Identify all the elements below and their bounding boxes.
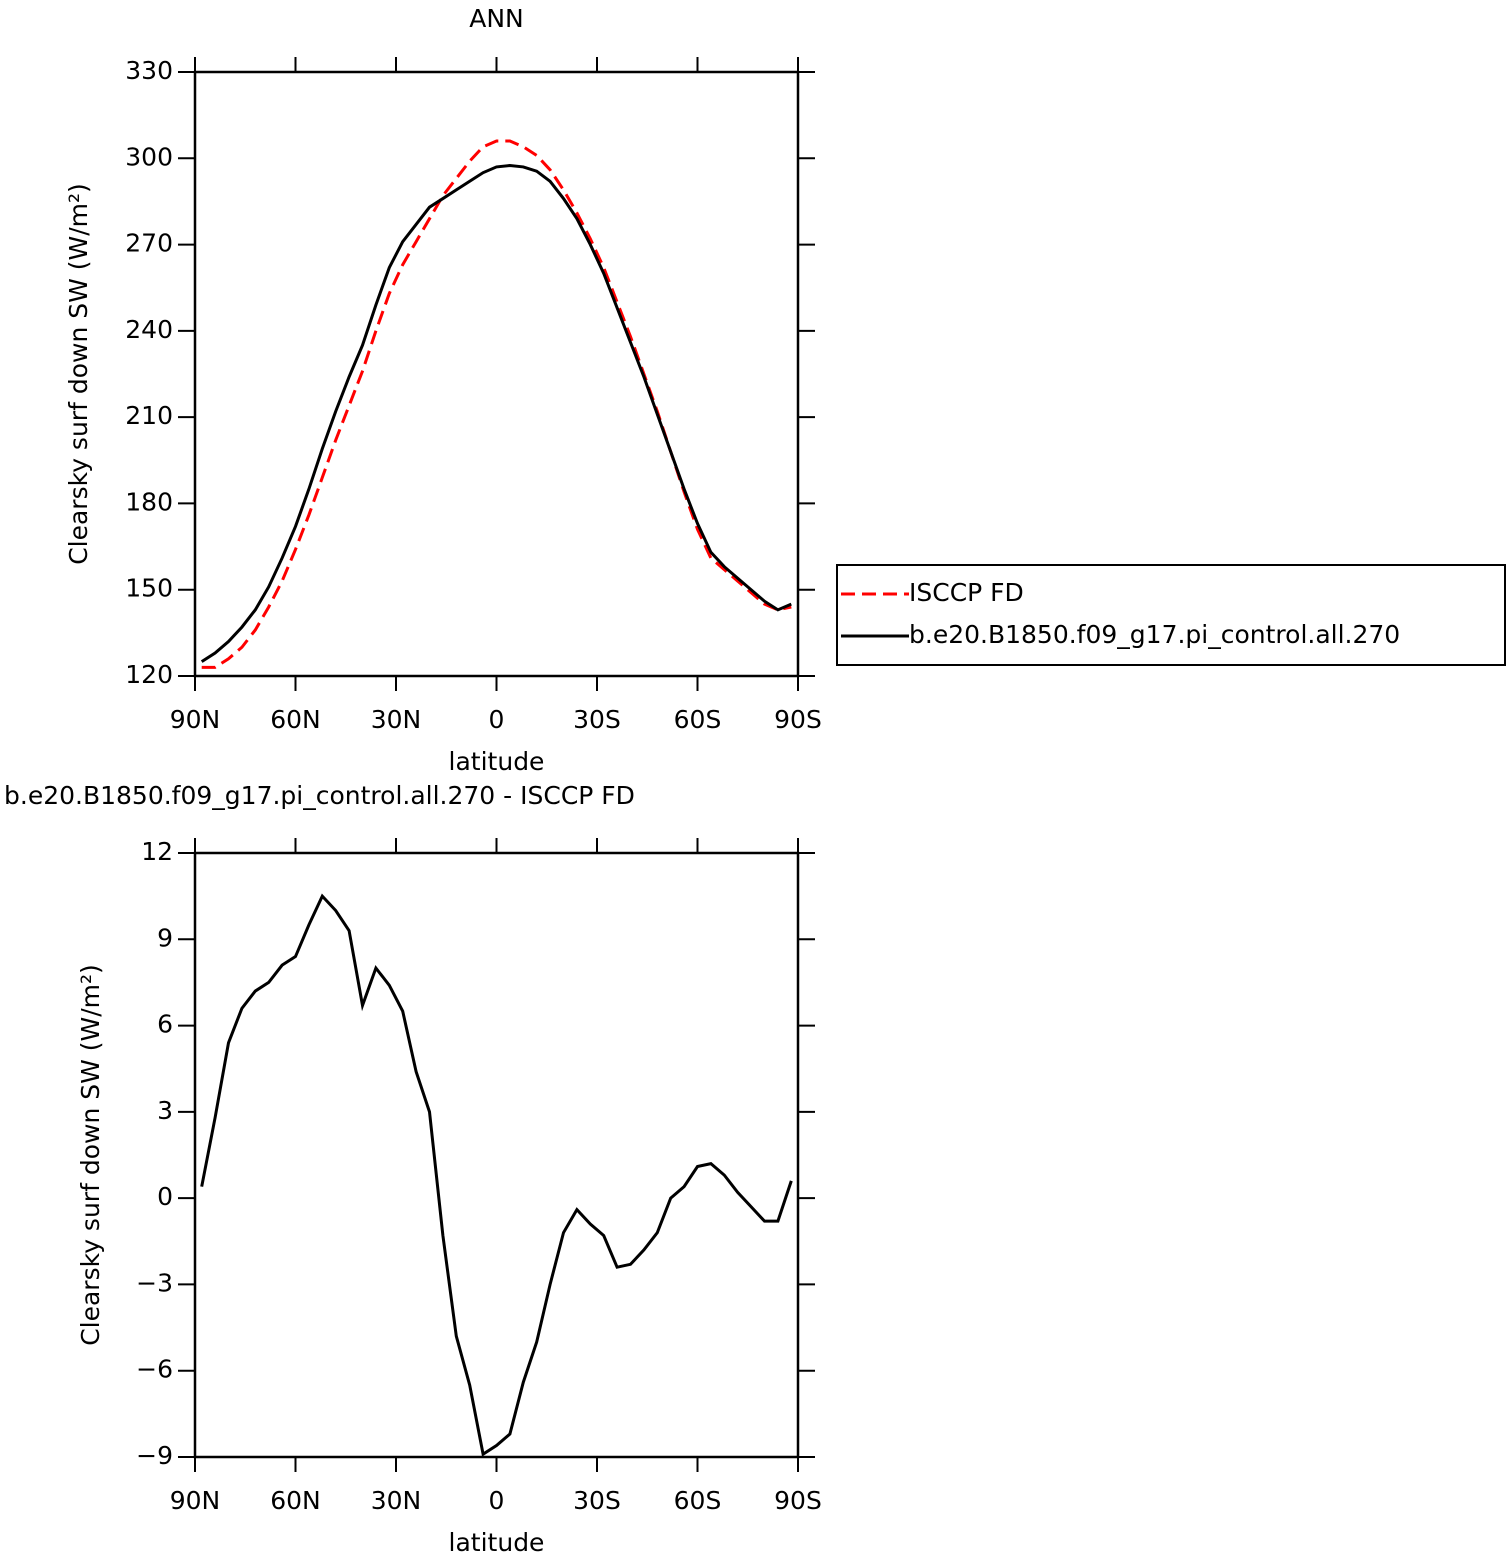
- legend-box: [836, 564, 1506, 666]
- plot-frame: [193, 70, 800, 678]
- x-tick-label: 60N: [270, 705, 321, 734]
- legend-label: ISCCP FD: [909, 578, 1024, 607]
- y-tick-label: 270: [125, 229, 173, 258]
- x-tick-label: 0: [489, 705, 505, 734]
- y-tick-label: 0: [157, 1182, 173, 1211]
- y-tick-label: 12: [141, 837, 173, 866]
- chart-title: ANN: [469, 4, 524, 33]
- y-tick-label: −9: [136, 1441, 173, 1470]
- y-tick-label: −3: [136, 1268, 173, 1297]
- x-tick-label: 30N: [371, 705, 422, 734]
- series-line: [200, 163, 792, 663]
- x-tick-label: 60N: [270, 1486, 321, 1515]
- y-tick-label: 150: [125, 574, 173, 603]
- x-tick-label: 30S: [573, 1486, 621, 1515]
- y-axis-label: Clearsky surf down SW (W/m²): [64, 183, 93, 565]
- legend-label: b.e20.B1850.f09_g17.pi_control.all.270: [909, 620, 1400, 649]
- x-axis-label: latitude: [449, 1528, 545, 1557]
- y-tick-label: 330: [125, 56, 173, 85]
- y-tick-label: 9: [157, 923, 173, 952]
- y-tick-label: 210: [125, 401, 173, 430]
- x-tick-label: 60S: [674, 705, 722, 734]
- series-line: [201, 139, 792, 669]
- y-tick-label: 6: [157, 1010, 173, 1039]
- x-tick-label: 60S: [674, 1486, 722, 1515]
- x-axis-label: latitude: [449, 747, 545, 776]
- plot-frame: [193, 851, 800, 1459]
- y-axis-label: Clearsky surf down SW (W/m²): [76, 964, 105, 1346]
- x-tick-label: 30S: [573, 705, 621, 734]
- x-tick-label: 0: [489, 1486, 505, 1515]
- x-tick-label: 90N: [170, 1486, 221, 1515]
- chart-title: b.e20.B1850.f09_g17.pi_control.all.270 -…: [4, 781, 635, 810]
- y-tick-label: −6: [136, 1355, 173, 1384]
- y-tick-label: 120: [125, 660, 173, 689]
- series-line: [200, 893, 793, 1457]
- y-tick-label: 300: [125, 142, 173, 171]
- x-tick-label: 90S: [774, 1486, 822, 1515]
- x-tick-label: 90S: [774, 705, 822, 734]
- x-tick-label: 90N: [170, 705, 221, 734]
- y-tick-label: 240: [125, 315, 173, 344]
- y-tick-label: 3: [157, 1096, 173, 1125]
- x-tick-label: 30N: [371, 1486, 422, 1515]
- y-tick-label: 180: [125, 487, 173, 516]
